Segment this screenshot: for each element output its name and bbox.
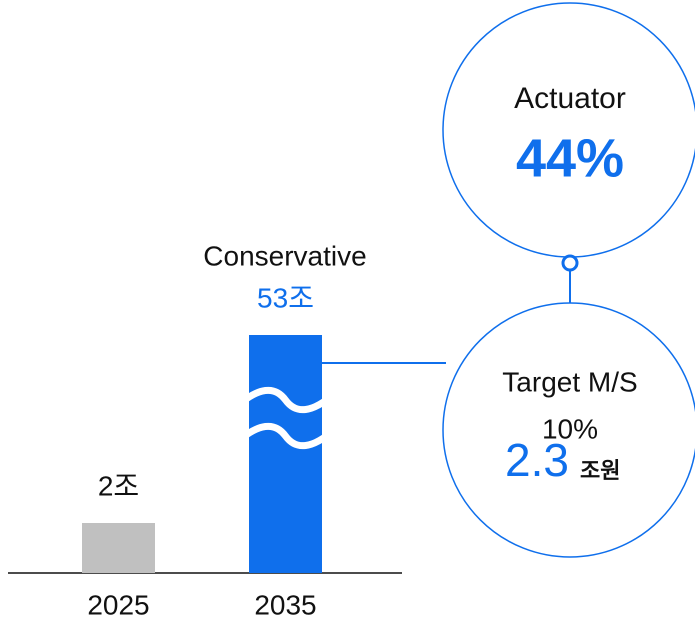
target-value: 2.3 (505, 434, 569, 486)
bar (82, 523, 155, 573)
x-tick-label: 2025 (87, 589, 149, 620)
axis-break (234, 423, 337, 449)
connector-node (561, 254, 579, 272)
x-tick-label: 2035 (254, 589, 316, 620)
target-label: Target M/S (502, 366, 637, 397)
value-label: 2조 (98, 470, 139, 501)
target-unit: 조원 (580, 458, 620, 483)
series-label: Conservative (203, 240, 366, 271)
bar (249, 335, 322, 573)
value-label: 53조 (257, 282, 314, 313)
target-share: 10% (542, 413, 598, 444)
actuator-label: Actuator (514, 82, 626, 115)
actuator-share: 44% (516, 128, 624, 188)
axis-break (234, 387, 337, 413)
